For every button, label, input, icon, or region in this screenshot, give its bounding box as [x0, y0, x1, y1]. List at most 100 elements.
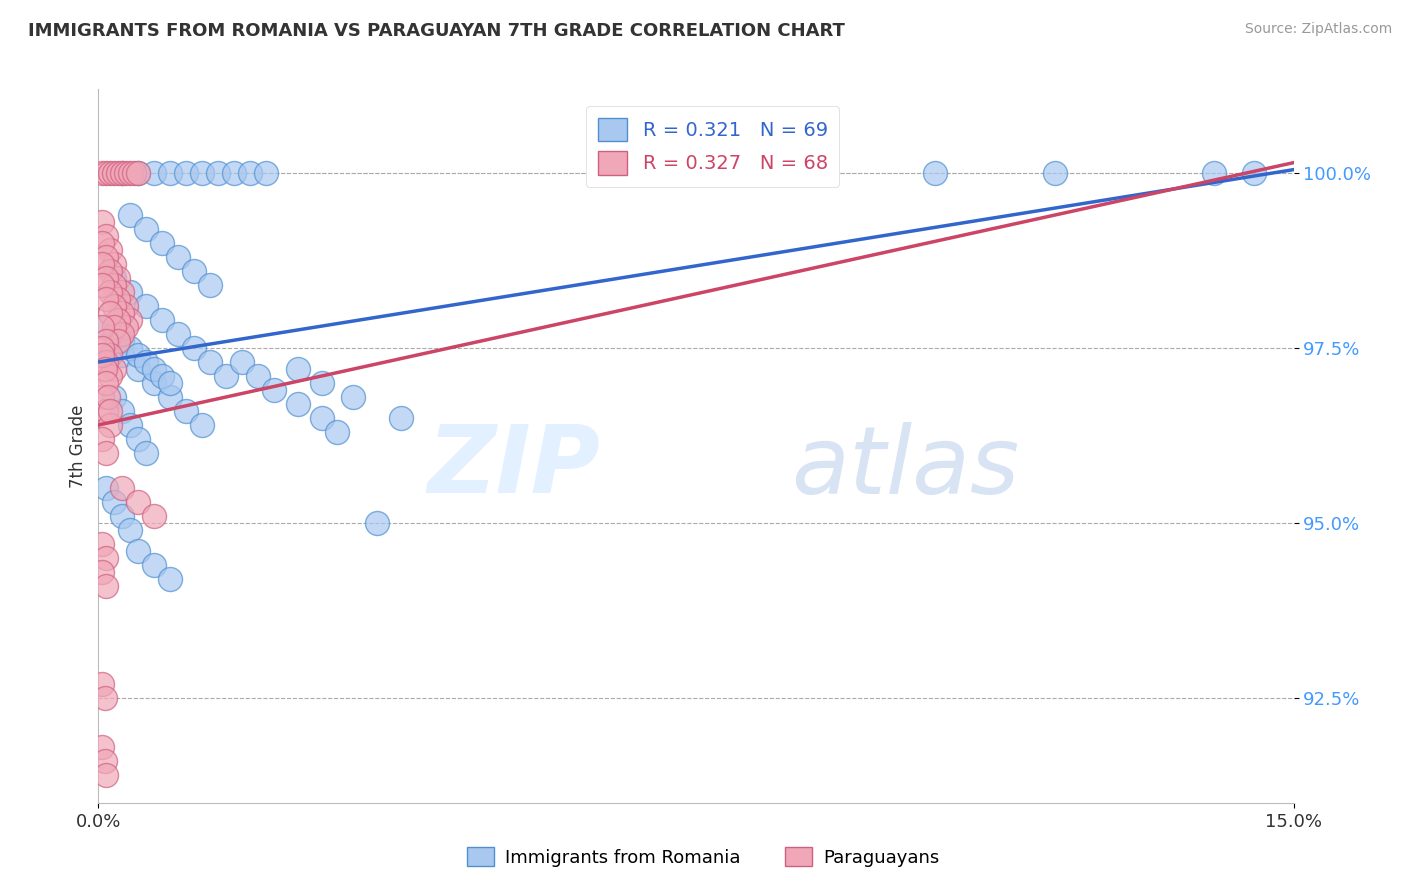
Text: ZIP: ZIP	[427, 421, 600, 514]
Point	[98, 243, 122, 257]
Point	[91, 348, 114, 362]
Point	[107, 271, 129, 285]
Point	[111, 334, 134, 348]
Point	[98, 285, 122, 299]
Point	[98, 264, 122, 278]
Legend: Immigrants from Romania, Paraguayans: Immigrants from Romania, Paraguayans	[460, 840, 946, 874]
Point	[924, 166, 946, 180]
Point	[326, 425, 349, 439]
Point	[198, 355, 221, 369]
Point	[150, 313, 173, 327]
Point	[97, 390, 120, 404]
Point	[103, 257, 125, 271]
Point	[91, 537, 114, 551]
Point	[103, 362, 125, 376]
Point	[263, 383, 285, 397]
Point	[111, 508, 134, 523]
Point	[135, 446, 157, 460]
Point	[183, 264, 205, 278]
Point	[143, 362, 166, 376]
Point	[143, 376, 166, 390]
Point	[135, 222, 157, 236]
Point	[103, 299, 125, 313]
Point	[111, 327, 134, 342]
Point	[127, 362, 149, 376]
Point	[215, 369, 238, 384]
Point	[96, 446, 118, 460]
Point	[246, 369, 269, 384]
Point	[98, 404, 122, 418]
Point	[91, 739, 114, 754]
Point	[103, 495, 125, 509]
Point	[115, 320, 138, 334]
Point	[96, 166, 118, 180]
Point	[91, 432, 114, 446]
Point	[198, 278, 221, 293]
Point	[366, 516, 388, 530]
Point	[96, 334, 118, 348]
Point	[120, 166, 142, 180]
Point	[107, 313, 129, 327]
Point	[98, 417, 122, 432]
Point	[111, 481, 134, 495]
Point	[167, 250, 190, 264]
Point	[167, 327, 190, 342]
Point	[103, 166, 125, 180]
Point	[120, 208, 142, 222]
Point	[96, 768, 118, 782]
Point	[127, 166, 149, 180]
Point	[159, 390, 181, 404]
Point	[207, 166, 229, 180]
Point	[96, 376, 118, 390]
Point	[127, 166, 149, 180]
Point	[96, 481, 118, 495]
Point	[143, 166, 166, 180]
Point	[94, 362, 117, 376]
Point	[98, 166, 122, 180]
Point	[127, 544, 149, 558]
Point	[91, 677, 114, 691]
Point	[91, 166, 114, 180]
Point	[127, 495, 149, 509]
Point	[103, 320, 125, 334]
Point	[91, 278, 114, 293]
Point	[143, 508, 166, 523]
Point	[111, 285, 134, 299]
Point	[91, 215, 114, 229]
Text: atlas: atlas	[792, 422, 1019, 513]
Point	[96, 579, 118, 593]
Point	[111, 166, 134, 180]
Point	[287, 362, 309, 376]
Point	[135, 299, 157, 313]
Point	[150, 369, 173, 384]
Point	[120, 417, 142, 432]
Point	[124, 166, 146, 180]
Point	[127, 348, 149, 362]
Point	[120, 341, 142, 355]
Point	[94, 690, 117, 705]
Point	[222, 166, 245, 180]
Point	[1243, 166, 1265, 180]
Point	[91, 341, 114, 355]
Point	[143, 558, 166, 572]
Point	[311, 376, 333, 390]
Point	[127, 432, 149, 446]
Point	[111, 306, 134, 320]
Point	[91, 390, 114, 404]
Point	[96, 320, 118, 334]
Point	[115, 299, 138, 313]
Point	[111, 404, 134, 418]
Point	[91, 565, 114, 579]
Text: IMMIGRANTS FROM ROMANIA VS PARAGUAYAN 7TH GRADE CORRELATION CHART: IMMIGRANTS FROM ROMANIA VS PARAGUAYAN 7T…	[28, 22, 845, 40]
Point	[174, 404, 197, 418]
Point	[254, 166, 277, 180]
Point	[96, 292, 118, 306]
Point	[103, 327, 125, 342]
Point	[91, 257, 114, 271]
Point	[107, 334, 129, 348]
Point	[96, 250, 118, 264]
Point	[120, 523, 142, 537]
Point	[98, 348, 122, 362]
Y-axis label: 7th Grade: 7th Grade	[69, 404, 87, 488]
Point	[107, 166, 129, 180]
